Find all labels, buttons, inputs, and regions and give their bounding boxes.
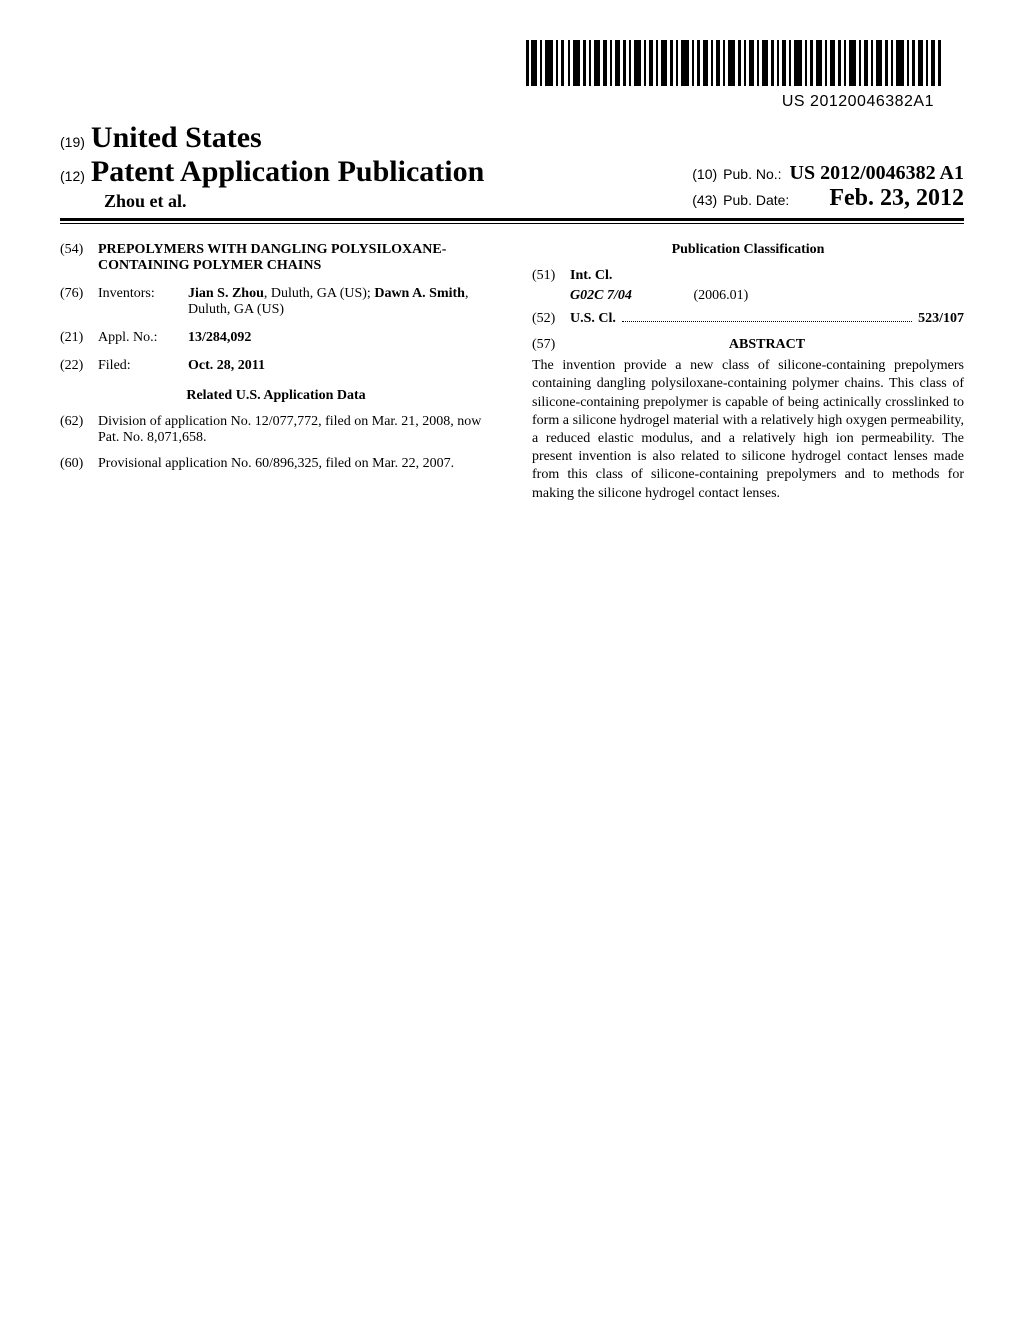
pub-date-value: Feb. 23, 2012 <box>829 185 964 212</box>
related-heading: Related U.S. Application Data <box>60 388 492 404</box>
related-code: (62) <box>60 414 98 446</box>
pub-date-label: Pub. Date: <box>723 192 789 208</box>
filed-label: Filed: <box>98 358 188 374</box>
barcode <box>524 40 944 86</box>
country-code: (19) <box>60 134 85 150</box>
pub-date-code: (43) <box>692 192 717 208</box>
inventors-row: (76) Inventors: Jian S. Zhou, Duluth, GA… <box>60 286 492 318</box>
filed-row: (22) Filed: Oct. 28, 2011 <box>60 358 492 374</box>
related-item: (60) Provisional application No. 60/896,… <box>60 456 492 472</box>
invention-title: PREPOLYMERS WITH DANGLING POLYSILOXANE-C… <box>98 242 492 274</box>
barcode-svg <box>524 40 944 86</box>
pub-type-code: (12) <box>60 168 85 184</box>
pub-no-value: US 2012/0046382 A1 <box>790 162 964 185</box>
appl-value: 13/284,092 <box>188 330 492 346</box>
rule-thin <box>60 223 964 224</box>
intcl-label: Int. Cl. <box>570 268 612 284</box>
authors-line: Zhou et al. <box>104 191 692 212</box>
rule-thick <box>60 218 964 221</box>
intcl-value: G02C 7/04 <box>570 288 690 304</box>
uscl-label: U.S. Cl. <box>570 311 616 327</box>
appl-label: Appl. No.: <box>98 330 188 346</box>
abstract-body: The invention provide a new class of sil… <box>532 357 964 503</box>
right-column: Publication Classification (51) Int. Cl.… <box>532 242 964 503</box>
appl-row: (21) Appl. No.: 13/284,092 <box>60 330 492 346</box>
related-body: Division of application No. 12/077,772, … <box>98 414 492 446</box>
uscl-row: (52) U.S. Cl. 523/107 <box>532 310 964 327</box>
header-block: (19) United States (12) Patent Applicati… <box>60 121 964 212</box>
appl-code: (21) <box>60 330 98 346</box>
inventors-label: Inventors: <box>98 286 188 302</box>
pub-no-code: (10) <box>692 166 717 182</box>
uscl-dots <box>622 310 912 322</box>
filed-value: Oct. 28, 2011 <box>188 358 492 374</box>
title-code: (54) <box>60 242 98 258</box>
left-column: (54) PREPOLYMERS WITH DANGLING POLYSILOX… <box>60 242 492 503</box>
intcl-code: (51) <box>532 268 570 284</box>
related-body: Provisional application No. 60/896,325, … <box>98 456 492 472</box>
body-columns: (54) PREPOLYMERS WITH DANGLING POLYSILOX… <box>60 242 964 503</box>
intcl-date: (2006.01) <box>694 288 749 304</box>
barcode-block: US 20120046382A1 <box>60 40 944 111</box>
pub-type: Patent Application Publication <box>91 155 484 189</box>
inventors-value: Jian S. Zhou, Duluth, GA (US); Dawn A. S… <box>188 286 492 318</box>
intcl-value-row: G02C 7/04 (2006.01) <box>532 288 964 304</box>
inventor-loc: , Duluth, GA (US); <box>264 286 374 301</box>
uscl-code: (52) <box>532 311 570 327</box>
title-row: (54) PREPOLYMERS WITH DANGLING POLYSILOX… <box>60 242 492 274</box>
related-code: (60) <box>60 456 98 472</box>
filed-code: (22) <box>60 358 98 374</box>
abstract-row: (57) ABSTRACT <box>532 337 964 353</box>
uscl-value: 523/107 <box>918 311 964 327</box>
barcode-text: US 20120046382A1 <box>60 93 934 111</box>
patent-cover-page: US 20120046382A1 (19) United States (12)… <box>0 0 1024 1320</box>
abstract-code: (57) <box>532 337 570 353</box>
pub-no-label: Pub. No.: <box>723 166 781 182</box>
country: United States <box>91 121 262 155</box>
intcl-row: (51) Int. Cl. <box>532 268 964 284</box>
abstract-heading: ABSTRACT <box>570 337 964 353</box>
related-item: (62) Division of application No. 12/077,… <box>60 414 492 446</box>
inventor-name: Jian S. Zhou <box>188 286 264 301</box>
inventor-name: Dawn A. Smith <box>374 286 465 301</box>
classification-heading: Publication Classification <box>532 242 964 258</box>
inventors-code: (76) <box>60 286 98 302</box>
header-right: (10) Pub. No.: US 2012/0046382 A1 (43) P… <box>692 162 964 212</box>
